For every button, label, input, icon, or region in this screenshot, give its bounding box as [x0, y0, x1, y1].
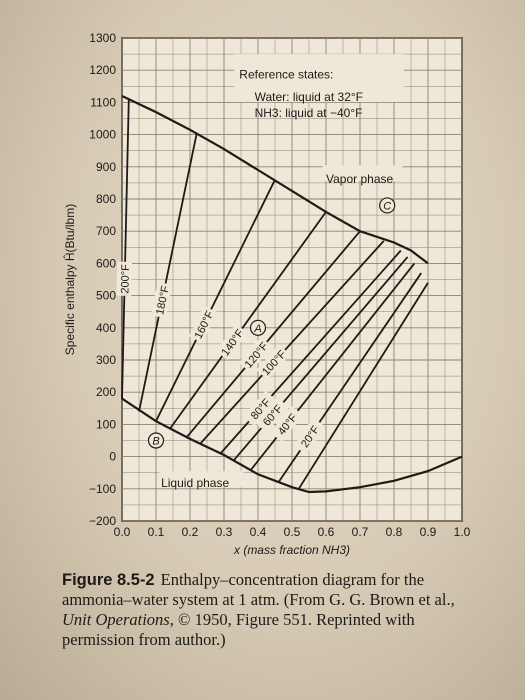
- tie-label-bg: [188, 305, 218, 343]
- tie-label-bg: [255, 397, 289, 433]
- y-tick-label: 500: [96, 289, 116, 303]
- tie-line: [138, 132, 198, 412]
- tie-label-bg: [150, 281, 173, 319]
- x-tick-label: 0.2: [182, 525, 199, 539]
- tie-line: [185, 230, 361, 438]
- tick-labels: 1300120011001000900800700600500400300200…: [62, 31, 471, 557]
- caption-text-1: Enthalpy–concentration diagram for the a…: [62, 570, 455, 609]
- tie-label-bg: [242, 390, 277, 427]
- vapor-saturation-curve: [121, 95, 429, 265]
- tie-label-bg: [238, 336, 273, 373]
- tie-line: [298, 282, 429, 490]
- x-tick-label: 0.3: [216, 525, 233, 539]
- x-tick-label: 0.1: [148, 525, 165, 539]
- state-point-label: C: [383, 200, 391, 212]
- x-tick-label: 0.0: [114, 525, 131, 539]
- figure-caption: Figure 8.5-2 Enthalpy–concentration diagr…: [62, 570, 462, 650]
- grid: [121, 37, 463, 522]
- y-tick-label: 1200: [89, 63, 116, 77]
- state-point-marker: [379, 197, 396, 214]
- x-tick-label: 0.6: [318, 525, 335, 539]
- y-tick-label: −200: [89, 514, 116, 528]
- x-tick-label: 0.4: [250, 525, 267, 539]
- state-point-label: B: [152, 436, 159, 448]
- vapor-phase-label: Vapor phase: [326, 172, 393, 186]
- tie-label-bg: [270, 405, 304, 442]
- tie-line: [168, 211, 327, 430]
- x-tick-label: 0.5: [284, 525, 301, 539]
- tie-line: [155, 179, 276, 422]
- state-point-label: A: [253, 323, 261, 335]
- liquid-phase-label: Liquid phase: [161, 476, 229, 490]
- reference-water: Water: liquid at 32°F: [255, 90, 363, 104]
- y-tick-label: 700: [96, 224, 116, 238]
- reference-nh3: NH3: liquid at −40°F: [255, 106, 363, 120]
- y-tick-label: 1100: [90, 95, 116, 109]
- annotations: A B C Reference states: Water: liquid at 32°…: [147, 54, 405, 490]
- x-tick-label: 0.7: [352, 525, 369, 539]
- y-tick-label: 900: [96, 160, 116, 174]
- y-tick-label: 800: [96, 192, 116, 206]
- caption-text-2: , © 1950, Figure 551. Reprinted with per…: [62, 610, 415, 649]
- state-point-marker: [249, 319, 267, 336]
- y-tick-label: 0: [109, 450, 116, 464]
- x-tick-label: 0.9: [420, 525, 437, 539]
- state-point-marker: [147, 432, 165, 449]
- tie-line: [199, 240, 385, 445]
- enthalpy-concentration-chart: 200°F180°F160°F140°F120°F100°F80°F60°F40…: [62, 31, 471, 557]
- tie-label-bg: [293, 417, 326, 455]
- y-tick-label: 200: [96, 385, 116, 399]
- y-tick-label: 400: [96, 321, 116, 335]
- tie-line-label: 200°F: [119, 264, 132, 294]
- y-tick-label: −100: [89, 482, 116, 496]
- vapor-label-bg: [322, 165, 403, 182]
- tie-label-bg: [116, 261, 133, 297]
- liquid-label-bg: [159, 471, 244, 488]
- y-tick-label: 300: [96, 353, 116, 367]
- tie-line-label: 180°F: [154, 284, 172, 316]
- tie-label-bg: [215, 323, 248, 361]
- liquid-saturation-curve: [121, 397, 463, 494]
- phase-curves: [121, 95, 463, 494]
- figure-number: Figure 8.5-2: [62, 571, 155, 589]
- y-axis-label: Specific enthalpy Ĥ(Btu/lbm): [62, 204, 77, 355]
- y-tick-label: 100: [96, 417, 116, 431]
- y-tick-label: 1300: [89, 31, 116, 45]
- reference-box: [234, 54, 405, 103]
- reference-title: Reference states:: [239, 67, 333, 81]
- x-tick-label: 0.8: [386, 525, 403, 539]
- y-tick-label: 600: [96, 256, 116, 270]
- x-tick-label: 1.0: [454, 525, 471, 539]
- tie-line: [121, 99, 130, 399]
- x-axis-label: x (mass fraction NH3): [233, 543, 350, 557]
- y-tick-label: 1000: [89, 128, 116, 142]
- caption-book-title: Unit Operations: [62, 610, 170, 629]
- tie-label-bg: [256, 344, 291, 380]
